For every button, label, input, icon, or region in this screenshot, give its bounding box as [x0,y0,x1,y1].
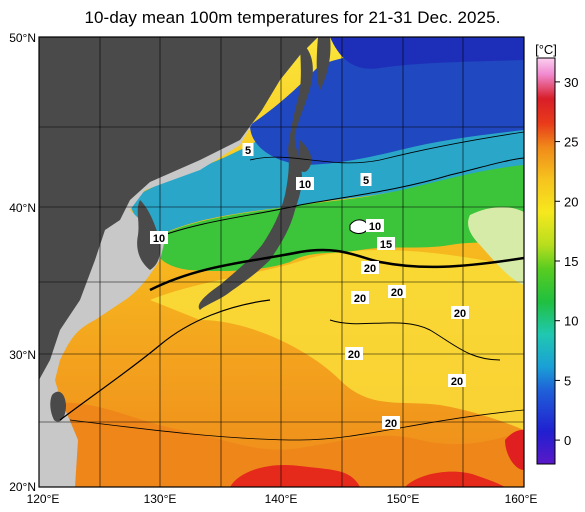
land-hokkaido [298,140,312,172]
coldest-zone [330,37,524,69]
contour-label-bg [388,285,406,298]
hot-spot-east [505,429,524,470]
lat-tick-20: 20°N [9,480,36,494]
contour-label-bg [366,219,384,232]
contour-label: 20 [451,376,463,388]
lon-tick-130: 130°E [144,492,177,506]
contour-label-bg [345,347,363,360]
contour-label: 10 [299,179,311,191]
contour-label-bg [150,231,168,244]
contour-label: 20 [385,418,397,430]
contour-line-5 [69,409,524,441]
map-title: 10-day mean 100m temperatures for 21-31 … [84,8,501,27]
lat-tick-40: 40°N [9,201,36,215]
contour-label-bg [451,306,469,319]
contour-label: 20 [454,308,466,320]
hot-spot-south [230,464,360,487]
contour-label-bg [296,177,314,190]
cold-eddy [349,219,369,234]
contour-label: 5 [245,145,251,157]
contour-labels: 5 5 10 10 10 15 20 20 20 20 20 20 20 [150,143,469,430]
colorbar-tick-label: 10 [564,314,578,329]
hot-spot-southeast [405,471,505,487]
contour-label: 10 [153,233,165,245]
contour-label: 10 [369,221,381,233]
contour-line-3 [249,131,524,164]
colorbar-tick-label: 0 [564,433,571,448]
contour-label: 20 [348,349,360,361]
contour-label-bg [360,173,372,186]
colorbar-tick-label: 25 [564,135,578,150]
contour-label-bg [242,143,254,156]
graticule [39,37,524,487]
contour-label-bg [377,237,395,250]
plot-frame [38,36,525,488]
contour-label-bg [382,416,400,429]
kuroshio-front-contour [149,248,524,292]
land-sakhalin [316,37,331,90]
lon-tick-160: 160°E [505,492,538,506]
colorbar: [°C] 0 5 10 15 20 25 30 [535,42,578,465]
land-korea [137,200,161,270]
contour-label-bg [351,291,369,304]
contour-label-bg [448,374,466,387]
contour-label: 5 [363,175,369,187]
colorbar-unit: [°C] [535,42,557,57]
land-japan [198,40,313,310]
contour-label-bg [361,261,379,274]
map-field [39,37,524,487]
lon-tick-150: 150°E [387,492,420,506]
contour-label: 20 [364,263,376,275]
land-taiwan [50,391,66,422]
light-green-patch [468,207,524,285]
contour-label: 20 [354,293,366,305]
contour-line-2 [149,157,524,241]
colorbar-ticks: 0 5 10 15 20 25 30 [555,75,578,448]
contour-line-4 [329,319,501,361]
colorbar-tick-label: 5 [564,373,571,388]
contour-label: 20 [391,287,403,299]
colorbar-tick-label: 30 [564,75,578,90]
pale-warm-zone [150,250,524,430]
green-band [150,160,524,272]
lon-tick-140: 140°E [265,492,298,506]
lat-tick-30: 30°N [9,348,36,362]
colorbar-scale [536,57,556,465]
lat-tick-50: 50°N [9,31,36,45]
contour-label: 15 [380,239,392,251]
colorbar-tick-label: 15 [564,254,578,269]
lon-tick-120: 120°E [27,492,60,506]
land-dark [39,37,318,380]
colorbar-tick-label: 20 [564,194,578,209]
